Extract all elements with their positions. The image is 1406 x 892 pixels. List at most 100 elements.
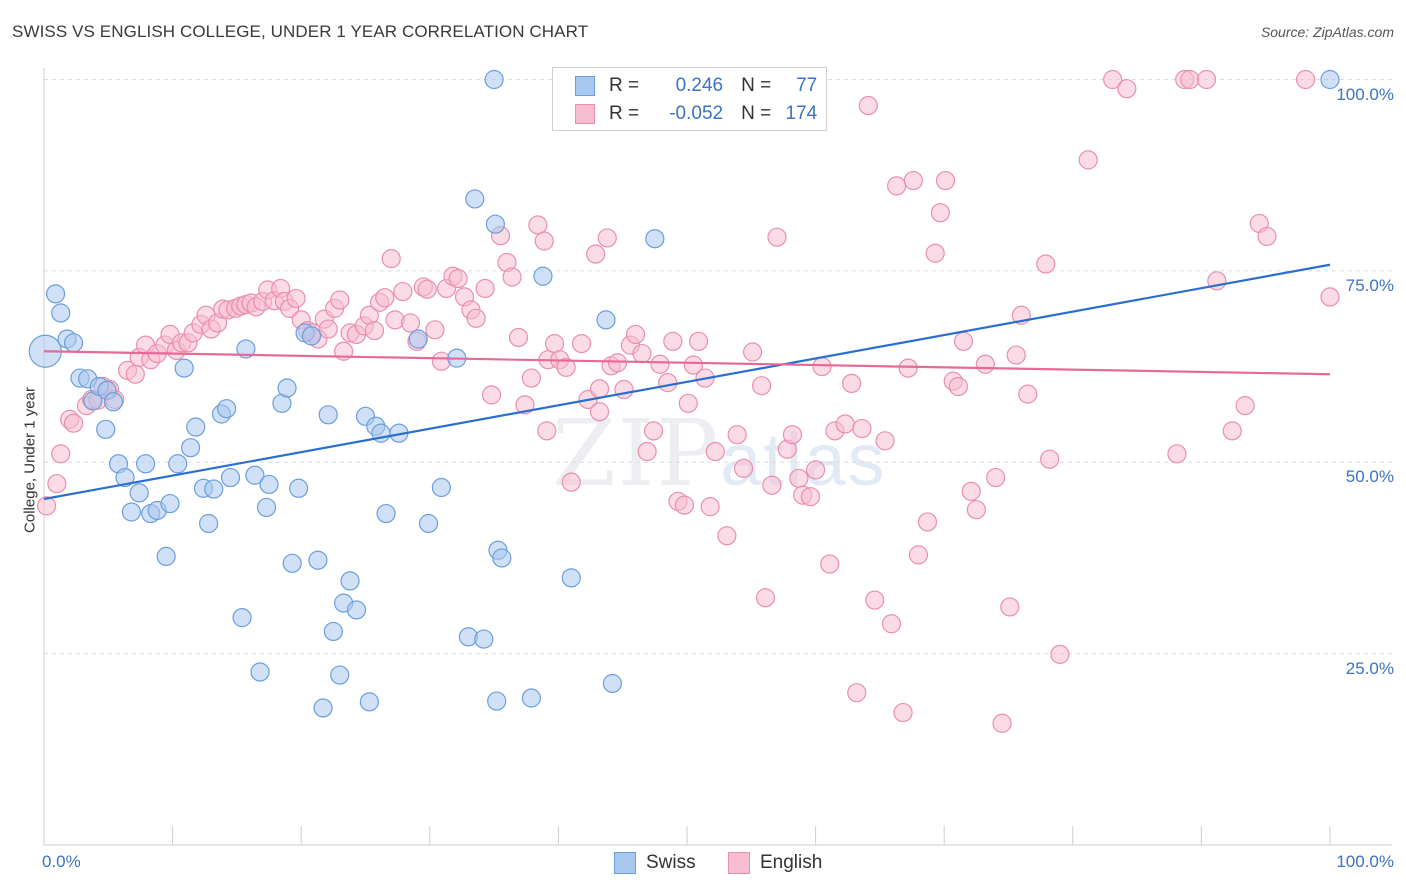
english-point-172 [1295, 69, 1316, 90]
axes [43, 68, 1392, 846]
english-point-60 [400, 313, 421, 333]
swiss-point-46 [323, 621, 343, 642]
english-point-121 [789, 468, 809, 488]
english-point-134 [875, 431, 895, 451]
english-point-128 [835, 414, 855, 434]
english-point-59 [393, 281, 413, 302]
english-point-171 [1257, 226, 1277, 247]
english-point-83 [544, 333, 565, 354]
swiss-point-30 [220, 467, 241, 488]
english-point-91 [597, 228, 617, 248]
english-point-112 [727, 425, 747, 445]
legend-row-english: R = -0.052 N = 174 [575, 101, 817, 127]
english-point-46 [318, 319, 338, 339]
english-point-56 [375, 288, 395, 308]
swiss-point-43 [308, 550, 328, 570]
english-point-143 [930, 203, 950, 223]
english-point-93 [607, 353, 628, 373]
english-point-48 [330, 290, 350, 310]
watermark-zip: ZIP [552, 400, 721, 507]
english-point-63 [417, 279, 437, 299]
swiss-point-76 [1320, 69, 1340, 90]
swiss-point-15 [121, 502, 142, 522]
legend-english-n-value: 174 [785, 103, 818, 124]
english-point-140 [908, 545, 929, 565]
y-tick-label-25: 25.0% [1345, 658, 1394, 678]
english-point-1 [47, 474, 67, 494]
swiss-point-44 [313, 698, 333, 718]
english-point-57 [381, 249, 401, 269]
legend-english-n-label: N = [741, 103, 772, 124]
english-point-4 [63, 413, 84, 433]
english-point-131 [852, 418, 872, 439]
english-point-99 [643, 421, 664, 441]
english-point-152 [992, 713, 1012, 733]
english-point-100 [650, 354, 670, 374]
swiss-point-23 [181, 438, 201, 458]
swiss-point-22 [174, 358, 194, 378]
english-point-159 [1050, 644, 1070, 664]
english-point-130 [847, 683, 867, 703]
english-point-148 [961, 481, 981, 501]
english-point-105 [678, 393, 698, 413]
english-point-135 [881, 614, 902, 634]
english-point-141 [917, 512, 938, 532]
x-tick-max: 100.0% [1336, 852, 1394, 871]
swiss-point-4 [63, 333, 84, 353]
swiss-point-50 [346, 600, 367, 620]
swiss-point-16 [135, 454, 156, 474]
legend-swatch-swiss [575, 76, 595, 96]
english-point-2 [51, 444, 71, 464]
english-point-156 [1018, 384, 1038, 404]
english-point-132 [858, 95, 878, 116]
swiss-point-62 [465, 189, 485, 209]
english-point-115 [751, 376, 772, 396]
swiss-point-47 [330, 665, 350, 685]
swiss-point-67 [487, 691, 507, 711]
swiss-series [28, 69, 1340, 718]
swiss-point-55 [376, 503, 396, 524]
english-point-174 [537, 421, 557, 441]
series-legend-english[interactable]: English [728, 852, 822, 874]
swiss-point-19 [160, 493, 180, 514]
trend-lines [43, 263, 1331, 501]
swiss-point-66 [492, 548, 512, 568]
english-point-80 [528, 215, 548, 235]
english-point-97 [632, 343, 652, 364]
english-point-157 [1036, 254, 1056, 274]
english-point-150 [975, 354, 995, 374]
english-point-126 [820, 554, 840, 574]
english-point-98 [637, 441, 657, 462]
english-point-137 [893, 702, 913, 723]
series-swatch-english [728, 852, 750, 874]
english-point-175 [589, 379, 610, 399]
y-tick-label-100: 100.0% [1336, 84, 1394, 104]
swiss-point-34 [250, 662, 270, 682]
series-legend-swiss[interactable]: Swiss [614, 852, 696, 874]
english-point-125 [812, 356, 832, 377]
english-point-113 [733, 458, 754, 478]
english-trend-line [43, 350, 1331, 376]
english-point-94 [614, 379, 634, 400]
swiss-point-1 [45, 284, 66, 304]
english-point-90 [589, 402, 610, 422]
english-point-76 [502, 267, 522, 287]
english-point-165 [1180, 69, 1200, 90]
swiss-point-24 [186, 417, 206, 437]
english-point-124 [805, 460, 826, 480]
english-point-149 [966, 500, 986, 520]
legend-swatch-english [575, 104, 595, 124]
swiss-point-74 [484, 69, 504, 90]
english-point-65 [431, 351, 451, 371]
legend-swiss-r-value: 0.246 [675, 75, 724, 96]
swiss-point-31 [232, 608, 252, 628]
series-label-swiss: Swiss [646, 852, 696, 873]
source-credit: Source: ZipAtlas.com [1260, 24, 1394, 40]
english-point-114 [742, 342, 763, 362]
english-point-85 [556, 357, 576, 377]
swiss-point-59 [431, 477, 451, 498]
swiss-point-36 [259, 474, 279, 495]
swiss-point-68 [521, 688, 541, 708]
english-point-77 [508, 327, 529, 348]
english-point-133 [865, 590, 885, 610]
